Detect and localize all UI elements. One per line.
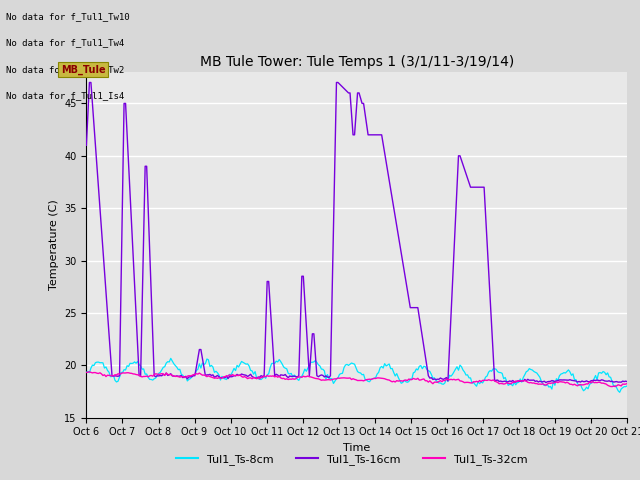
Tul1_Ts-32cm bbox=[623, 381, 631, 386]
Tul1_Ts-8cm bbox=[616, 389, 623, 395]
Tul1_Ts-8cm bbox=[623, 383, 631, 389]
Tul1_Ts-32cm bbox=[608, 384, 616, 389]
Tul1_Ts-8cm bbox=[149, 377, 157, 383]
Text: No data for f_Tul1_Tw4: No data for f_Tul1_Tw4 bbox=[6, 38, 125, 48]
Tul1_Ts-32cm bbox=[83, 370, 90, 375]
Tul1_Ts-8cm bbox=[263, 372, 271, 378]
Tul1_Ts-16cm bbox=[596, 378, 604, 384]
Tul1_Ts-16cm bbox=[86, 80, 93, 85]
Title: MB Tule Tower: Tule Temps 1 (3/1/11-3/19/14): MB Tule Tower: Tule Temps 1 (3/1/11-3/19… bbox=[200, 56, 514, 70]
Legend: Tul1_Ts-8cm, Tul1_Ts-16cm, Tul1_Ts-32cm: Tul1_Ts-8cm, Tul1_Ts-16cm, Tul1_Ts-32cm bbox=[172, 450, 532, 469]
Tul1_Ts-16cm bbox=[542, 380, 550, 385]
Tul1_Ts-32cm bbox=[263, 372, 271, 378]
Tul1_Ts-32cm bbox=[86, 369, 93, 374]
Tul1_Ts-8cm bbox=[245, 363, 253, 369]
Tul1_Ts-8cm bbox=[83, 370, 90, 375]
Tul1_Ts-32cm bbox=[273, 373, 280, 379]
Tul1_Ts-32cm bbox=[595, 379, 602, 385]
Line: Tul1_Ts-16cm: Tul1_Ts-16cm bbox=[86, 83, 627, 383]
X-axis label: Time: Time bbox=[343, 443, 371, 453]
Tul1_Ts-32cm bbox=[321, 377, 328, 383]
Y-axis label: Temperature (C): Temperature (C) bbox=[49, 199, 59, 290]
Tul1_Ts-16cm bbox=[623, 379, 631, 384]
Tul1_Ts-8cm bbox=[595, 370, 602, 376]
Text: No data for f_Tul1_Tw2: No data for f_Tul1_Tw2 bbox=[6, 65, 125, 74]
Line: Tul1_Ts-32cm: Tul1_Ts-32cm bbox=[86, 372, 627, 386]
Tul1_Ts-16cm bbox=[83, 143, 90, 148]
Tul1_Ts-8cm bbox=[321, 368, 328, 374]
Tul1_Ts-8cm bbox=[273, 358, 280, 364]
Tul1_Ts-8cm bbox=[167, 356, 175, 361]
Tul1_Ts-16cm bbox=[150, 373, 158, 379]
Text: No data for f_Tul1_Is4: No data for f_Tul1_Is4 bbox=[6, 91, 125, 100]
Tul1_Ts-32cm bbox=[245, 375, 253, 381]
Tul1_Ts-16cm bbox=[263, 278, 271, 284]
Tul1_Ts-16cm bbox=[321, 374, 328, 380]
Text: No data for f_Tul1_Tw10: No data for f_Tul1_Tw10 bbox=[6, 12, 130, 21]
Tul1_Ts-32cm bbox=[150, 372, 158, 378]
Line: Tul1_Ts-8cm: Tul1_Ts-8cm bbox=[86, 359, 627, 392]
Text: MB_Tule: MB_Tule bbox=[61, 65, 106, 75]
Tul1_Ts-16cm bbox=[245, 372, 253, 378]
Tul1_Ts-16cm bbox=[273, 372, 280, 377]
